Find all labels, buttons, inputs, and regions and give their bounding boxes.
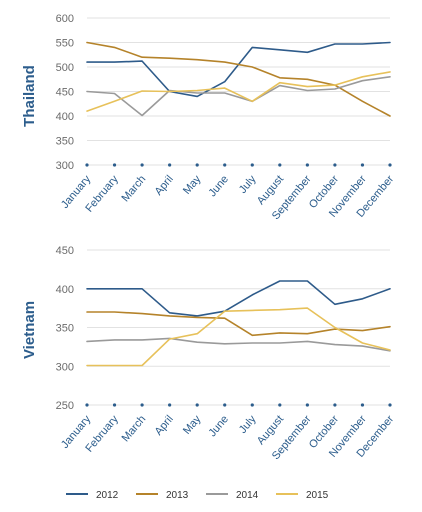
x-tick-mark	[85, 163, 89, 167]
x-tick-label: April	[153, 413, 176, 438]
x-tick-mark	[223, 403, 227, 407]
x-tick-mark	[360, 163, 365, 167]
x-tick-label: June	[206, 173, 231, 199]
y-tick-label: 350	[56, 323, 74, 335]
y-tick-label: 350	[56, 136, 74, 148]
series-line-2014	[86, 337, 391, 352]
panel-title: Thailand	[21, 65, 38, 127]
y-tick-label: 250	[56, 400, 74, 412]
legend-label: 2013	[166, 490, 189, 501]
y-tick-label: 300	[56, 361, 74, 373]
x-tick-mark	[140, 163, 144, 167]
x-tick-mark	[278, 163, 282, 167]
y-tick-label: 400	[56, 111, 74, 123]
legend-label: 2015	[306, 490, 329, 501]
x-tick-mark	[250, 403, 254, 407]
x-tick-mark	[195, 163, 199, 167]
x-tick-mark	[195, 403, 199, 407]
y-tick-label: 550	[56, 38, 74, 50]
x-tick-mark	[168, 403, 172, 407]
legend-label: 2012	[96, 490, 119, 501]
x-tick-label: April	[153, 173, 176, 198]
x-tick-mark	[305, 403, 309, 407]
x-tick-mark	[333, 403, 337, 407]
y-tick-label: 300	[56, 160, 74, 172]
x-tick-mark	[112, 403, 117, 407]
x-tick-mark	[388, 163, 392, 167]
series-line-2013	[86, 41, 391, 117]
series-line-2012	[86, 280, 391, 317]
y-tick-label: 400	[56, 284, 74, 296]
x-tick-mark	[112, 163, 117, 167]
y-tick-label: 450	[56, 245, 74, 257]
x-tick-mark	[360, 403, 365, 407]
x-tick-mark	[333, 163, 337, 167]
x-tick-label: July	[237, 173, 259, 196]
x-tick-label: June	[206, 413, 231, 439]
x-tick-mark	[388, 403, 392, 407]
x-tick-mark	[85, 403, 89, 407]
x-tick-mark	[278, 403, 282, 407]
series-line-2015	[86, 71, 391, 112]
y-tick-label: 600	[56, 13, 74, 25]
x-tick-label: March	[120, 413, 149, 444]
x-tick-mark	[223, 163, 227, 167]
x-tick-mark	[305, 163, 309, 167]
legend-label: 2014	[236, 490, 259, 501]
x-tick-label: July	[237, 413, 259, 436]
panel-title: Vietnam	[21, 301, 38, 359]
series-line-2013	[86, 311, 391, 337]
x-tick-label: May	[181, 173, 204, 197]
series-line-2012	[86, 41, 391, 98]
y-tick-label: 500	[56, 62, 74, 74]
x-tick-mark	[168, 163, 172, 167]
series-line-2014	[86, 76, 391, 117]
x-tick-mark	[140, 403, 144, 407]
series-line-2015	[86, 307, 391, 367]
x-tick-mark	[250, 163, 254, 167]
y-tick-label: 450	[56, 87, 74, 99]
x-tick-label: May	[181, 413, 204, 437]
x-tick-label: March	[120, 173, 149, 204]
